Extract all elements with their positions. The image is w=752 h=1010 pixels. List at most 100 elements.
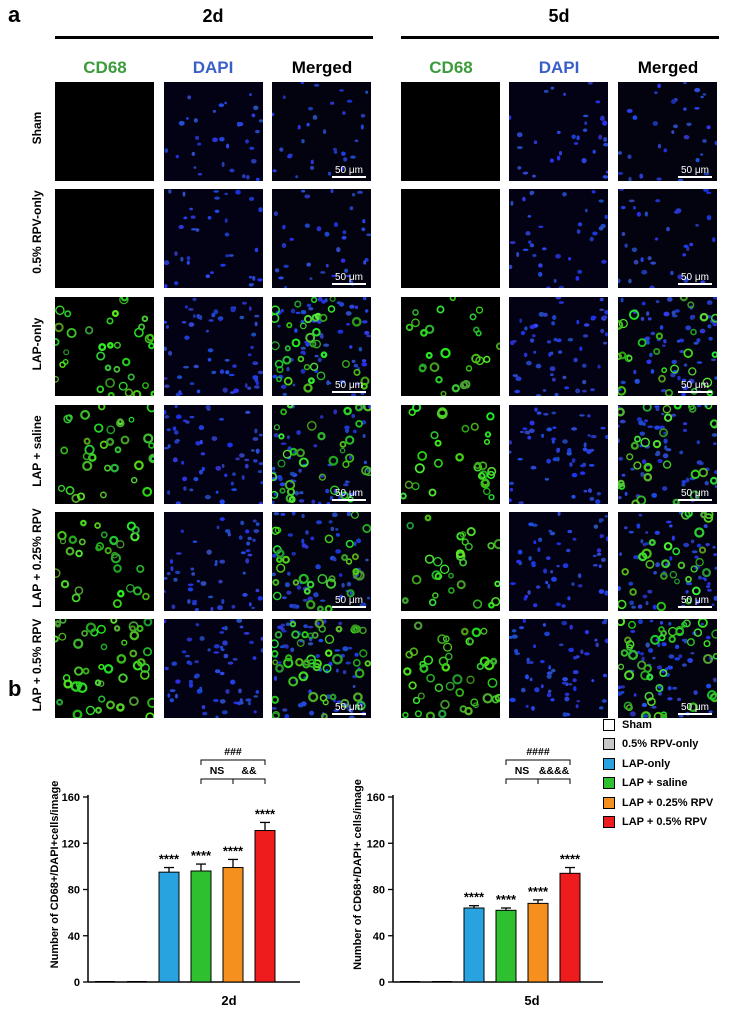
- comparison-label: ###: [224, 746, 242, 758]
- comparison-label: NS: [210, 765, 225, 777]
- row-label-lap-saline: LAP + saline: [30, 415, 44, 487]
- bar-6: [559, 872, 581, 983]
- micrograph-tile: [509, 189, 608, 288]
- micrograph-tile: [55, 619, 154, 718]
- comparison-bracket: [505, 778, 539, 784]
- comparison-bracket: [200, 778, 234, 784]
- scale-bar: 50 μm: [678, 165, 712, 178]
- micrograph-tile: 50 μm: [618, 619, 717, 718]
- scale-bar: 50 μm: [332, 488, 366, 501]
- bar-4: [190, 870, 212, 983]
- bar-4: [495, 909, 517, 983]
- micrograph-tile: [401, 512, 500, 611]
- micrograph-tile: 50 μm: [618, 82, 717, 181]
- channel-label-merged: Merged: [637, 58, 699, 77]
- comparison-bracket: [505, 759, 571, 765]
- comparison-bracket: [537, 778, 571, 784]
- channel-label-merged: Merged: [291, 58, 353, 77]
- micrograph-tile: [401, 297, 500, 396]
- bar-3: [158, 871, 180, 983]
- significance-label: ****: [159, 852, 180, 867]
- y-tick-label: 80: [373, 885, 385, 897]
- micrograph-tile: [55, 512, 154, 611]
- micrograph-tile: 50 μm: [272, 405, 371, 504]
- scale-bar: 50 μm: [332, 702, 366, 715]
- micrograph-tile: [509, 82, 608, 181]
- micrograph-tile: [55, 297, 154, 396]
- scale-bar: 50 μm: [678, 702, 712, 715]
- significance-label: ****: [255, 806, 276, 821]
- y-tick-label: 160: [367, 792, 385, 804]
- legend-swatch: [603, 738, 615, 751]
- chart-c: 0 40 80 120 160 Number of CD68+/DAPI+ cells/i…: [345, 700, 620, 1008]
- comparison-label: &&: [241, 765, 257, 777]
- row-label-sham: Sham: [30, 111, 44, 145]
- significance-label: ****: [223, 843, 244, 858]
- y-axis-label: Number of CD68+/DAPI+ cells/image: [352, 779, 364, 970]
- channel-label-dapi: DAPI: [538, 58, 580, 77]
- row-label-lap-025-rpv: LAP + 0.25% RPV: [30, 508, 44, 608]
- scale-bar: 50 μm: [332, 272, 366, 285]
- row-label-lap-only: LAP-only: [30, 317, 44, 371]
- micrograph-tile: [55, 82, 154, 181]
- y-tick-label: 80: [68, 885, 80, 897]
- channel-label-dapi: DAPI: [192, 58, 234, 77]
- comparison-label: &&&&: [539, 765, 570, 777]
- micrograph-tile: 50 μm: [618, 512, 717, 611]
- panel-letter-b: b: [8, 676, 22, 701]
- scale-bar: 50 μm: [678, 488, 712, 501]
- scale-bar: 50 μm: [332, 380, 366, 393]
- chart-b: 0 40 80 120 160 Number of CD68+/DAPI+cells/im…: [0, 700, 345, 1008]
- legend-item-lap-saline: LAP + saline: [603, 774, 713, 794]
- legend-item-lap-05-rpv: LAP + 0.5% RPV: [603, 813, 713, 833]
- timepoint-underline-5d: [401, 36, 719, 39]
- micrograph-tile: [509, 512, 608, 611]
- micrograph-tile: 50 μm: [272, 512, 371, 611]
- row-label-lap-05-rpv: LAP + 0.5% RPV: [30, 618, 44, 712]
- scale-bar: 50 μm: [678, 595, 712, 608]
- micrograph-tile: 50 μm: [272, 189, 371, 288]
- micrograph-tile: [401, 405, 500, 504]
- x-axis-label: 5d: [524, 993, 539, 1005]
- comparison-bracket: [232, 778, 266, 784]
- y-tick-label: 120: [367, 838, 385, 850]
- micrograph-tile: [164, 297, 263, 396]
- legend-swatch: [603, 816, 615, 829]
- micrograph-tile: [401, 619, 500, 718]
- micrograph-tile: [55, 405, 154, 504]
- micrograph-tile: [401, 189, 500, 288]
- micrograph-tile: 50 μm: [272, 619, 371, 718]
- scale-bar: 50 μm: [332, 595, 366, 608]
- comparison-bracket: [200, 759, 266, 765]
- legend-item-sham: Sham: [603, 715, 713, 735]
- scale-bar: 50 μm: [678, 380, 712, 393]
- x-axis-label: 2d: [221, 993, 236, 1005]
- micrograph-tile: [401, 82, 500, 181]
- significance-label: ****: [560, 852, 581, 867]
- micrograph-tile: [509, 405, 608, 504]
- micrograph-tile: [164, 405, 263, 504]
- micrograph-tile: 50 μm: [618, 405, 717, 504]
- micrograph-tile: 50 μm: [272, 82, 371, 181]
- y-tick-label: 120: [62, 838, 80, 850]
- legend-swatch: [603, 757, 615, 770]
- bar-3: [463, 907, 485, 983]
- legend-item-rpv-only: 0.5% RPV-only: [603, 735, 713, 755]
- micrograph-tile: [509, 619, 608, 718]
- micrograph-tile: 50 μm: [272, 297, 371, 396]
- timepoint-title-2d: 2d: [202, 6, 224, 26]
- legend: Sham 0.5% RPV-only LAP-only LAP + saline…: [603, 715, 713, 832]
- bar-5: [527, 902, 549, 983]
- y-tick-label: 40: [373, 931, 385, 943]
- bar-5: [222, 867, 244, 983]
- significance-label: ****: [464, 890, 485, 905]
- comparison-label: ####: [526, 746, 550, 758]
- scale-bar: 50 μm: [678, 272, 712, 285]
- bar-6: [254, 830, 276, 983]
- panel-letter-a: a: [8, 2, 21, 27]
- micrograph-tile: 50 μm: [618, 189, 717, 288]
- micrograph-tile: 50 μm: [618, 297, 717, 396]
- y-tick-label: 160: [62, 792, 80, 804]
